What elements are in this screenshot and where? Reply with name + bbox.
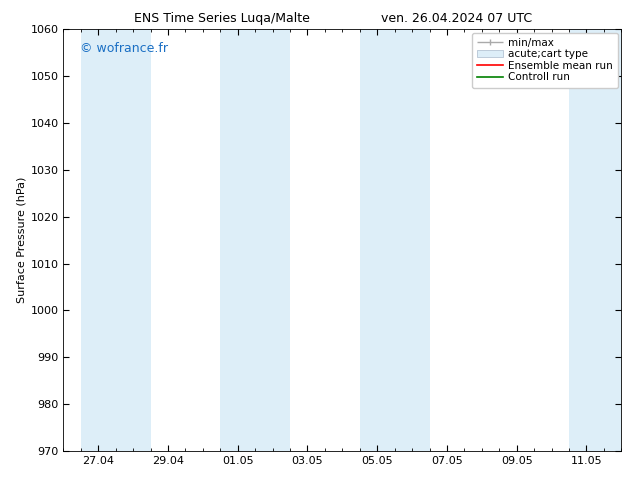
Bar xyxy=(359,29,429,451)
Bar xyxy=(81,29,150,451)
Text: ENS Time Series Luqa/Malte: ENS Time Series Luqa/Malte xyxy=(134,12,310,25)
Legend: min/max, acute;cart type, Ensemble mean run, Controll run: min/max, acute;cart type, Ensemble mean … xyxy=(472,32,618,88)
Text: ven. 26.04.2024 07 UTC: ven. 26.04.2024 07 UTC xyxy=(381,12,532,25)
Bar xyxy=(221,29,290,451)
Y-axis label: Surface Pressure (hPa): Surface Pressure (hPa) xyxy=(16,177,26,303)
Text: © wofrance.fr: © wofrance.fr xyxy=(80,42,168,55)
Bar xyxy=(569,29,621,451)
